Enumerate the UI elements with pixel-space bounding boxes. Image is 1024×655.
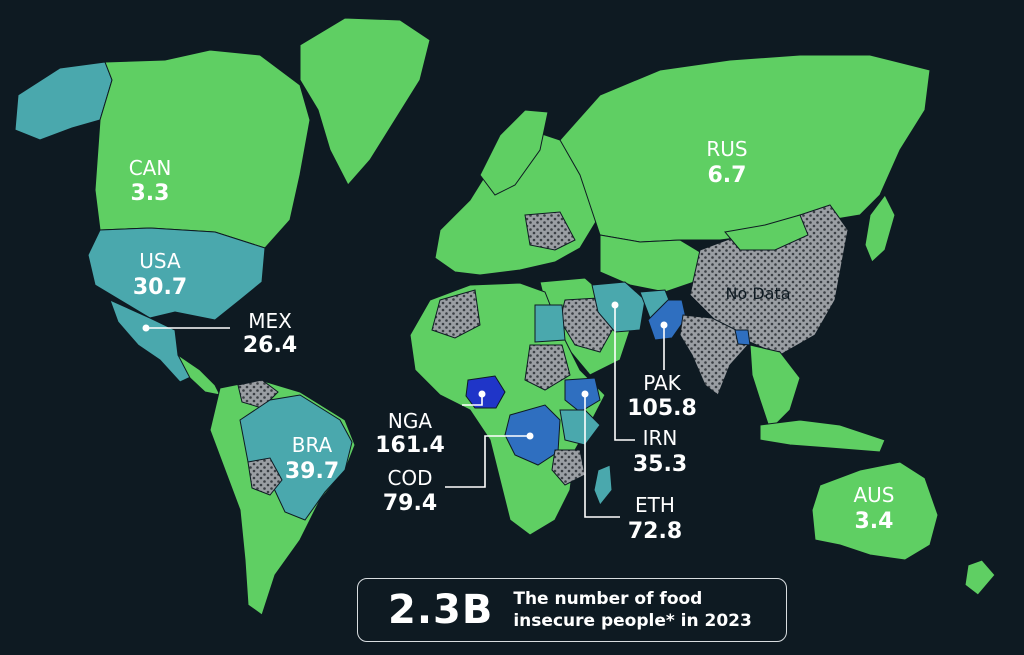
ukraine-belarus-shape — [524, 211, 576, 251]
irn-value: 35.3 — [633, 452, 687, 477]
madagascar-shape — [593, 464, 613, 506]
eth-value: 72.8 — [628, 519, 682, 544]
cod-leader — [445, 435, 530, 488]
pak-code: PAK — [643, 371, 681, 395]
mex-code: MEX — [248, 309, 292, 333]
cod-code: COD — [387, 466, 432, 490]
rus-value: 6.7 — [708, 163, 747, 188]
mex-marker — [142, 324, 150, 332]
indonesia-shape — [759, 419, 886, 453]
summary-headline: 2.3B — [388, 587, 494, 633]
egypt-shape — [534, 304, 566, 343]
scandinavia-shape — [479, 109, 549, 196]
no-data-label: No Data — [725, 284, 790, 303]
irn-code: IRN — [643, 426, 678, 450]
nga-value: 161.4 — [375, 433, 445, 458]
australia-shape — [811, 461, 939, 561]
cod-value: 79.4 — [383, 491, 437, 516]
usa-value: 30.7 — [133, 275, 187, 300]
alaska-shape — [14, 61, 113, 141]
mexico-shape — [109, 299, 196, 383]
southeast-asia-shape — [749, 344, 801, 431]
summary-caption-line1: The number of food — [513, 589, 703, 609]
mex-value: 26.4 — [243, 333, 297, 358]
usa-shape — [87, 227, 266, 321]
east-africa-shape — [559, 409, 601, 446]
eth-code: ETH — [635, 493, 675, 517]
tanzania-shape — [551, 449, 586, 486]
pak-marker — [660, 321, 668, 329]
bangladesh-shape — [734, 329, 751, 346]
pak-value: 105.8 — [627, 396, 697, 421]
sahara-shape — [431, 289, 481, 339]
nigeria-shape — [465, 375, 506, 409]
can-value: 3.3 — [131, 181, 170, 206]
irn-leader — [614, 305, 635, 441]
nga-marker — [478, 390, 486, 398]
new-zealand-shape — [964, 559, 996, 596]
bolivia-shape — [247, 457, 283, 496]
rus-code: RUS — [706, 137, 747, 161]
irn-marker — [611, 301, 619, 309]
cod-marker — [526, 432, 534, 440]
summary-caption-line2: insecure people* in 2023 — [513, 611, 752, 631]
india-shape — [679, 314, 749, 396]
greenland-shape — [299, 17, 431, 186]
can-code: CAN — [129, 156, 172, 180]
canada-shape — [94, 49, 311, 249]
nga-leader — [462, 394, 483, 406]
usa-code: USA — [139, 249, 181, 273]
summary-box: 2.3B The number of food insecure people*… — [357, 578, 787, 642]
summary-caption: The number of food insecure people* in 2… — [513, 588, 751, 632]
sudan-shape — [524, 344, 571, 391]
iran-shape — [591, 281, 646, 333]
eth-leader — [584, 394, 620, 518]
aus-value: 3.4 — [855, 509, 894, 534]
bra-value: 39.7 — [285, 459, 339, 484]
nga-code: NGA — [388, 409, 432, 433]
eth-marker — [581, 390, 589, 398]
japan-shape — [864, 194, 896, 263]
bra-code: BRA — [292, 433, 333, 457]
aus-code: AUS — [853, 483, 894, 507]
mongolia-shape — [724, 214, 809, 251]
